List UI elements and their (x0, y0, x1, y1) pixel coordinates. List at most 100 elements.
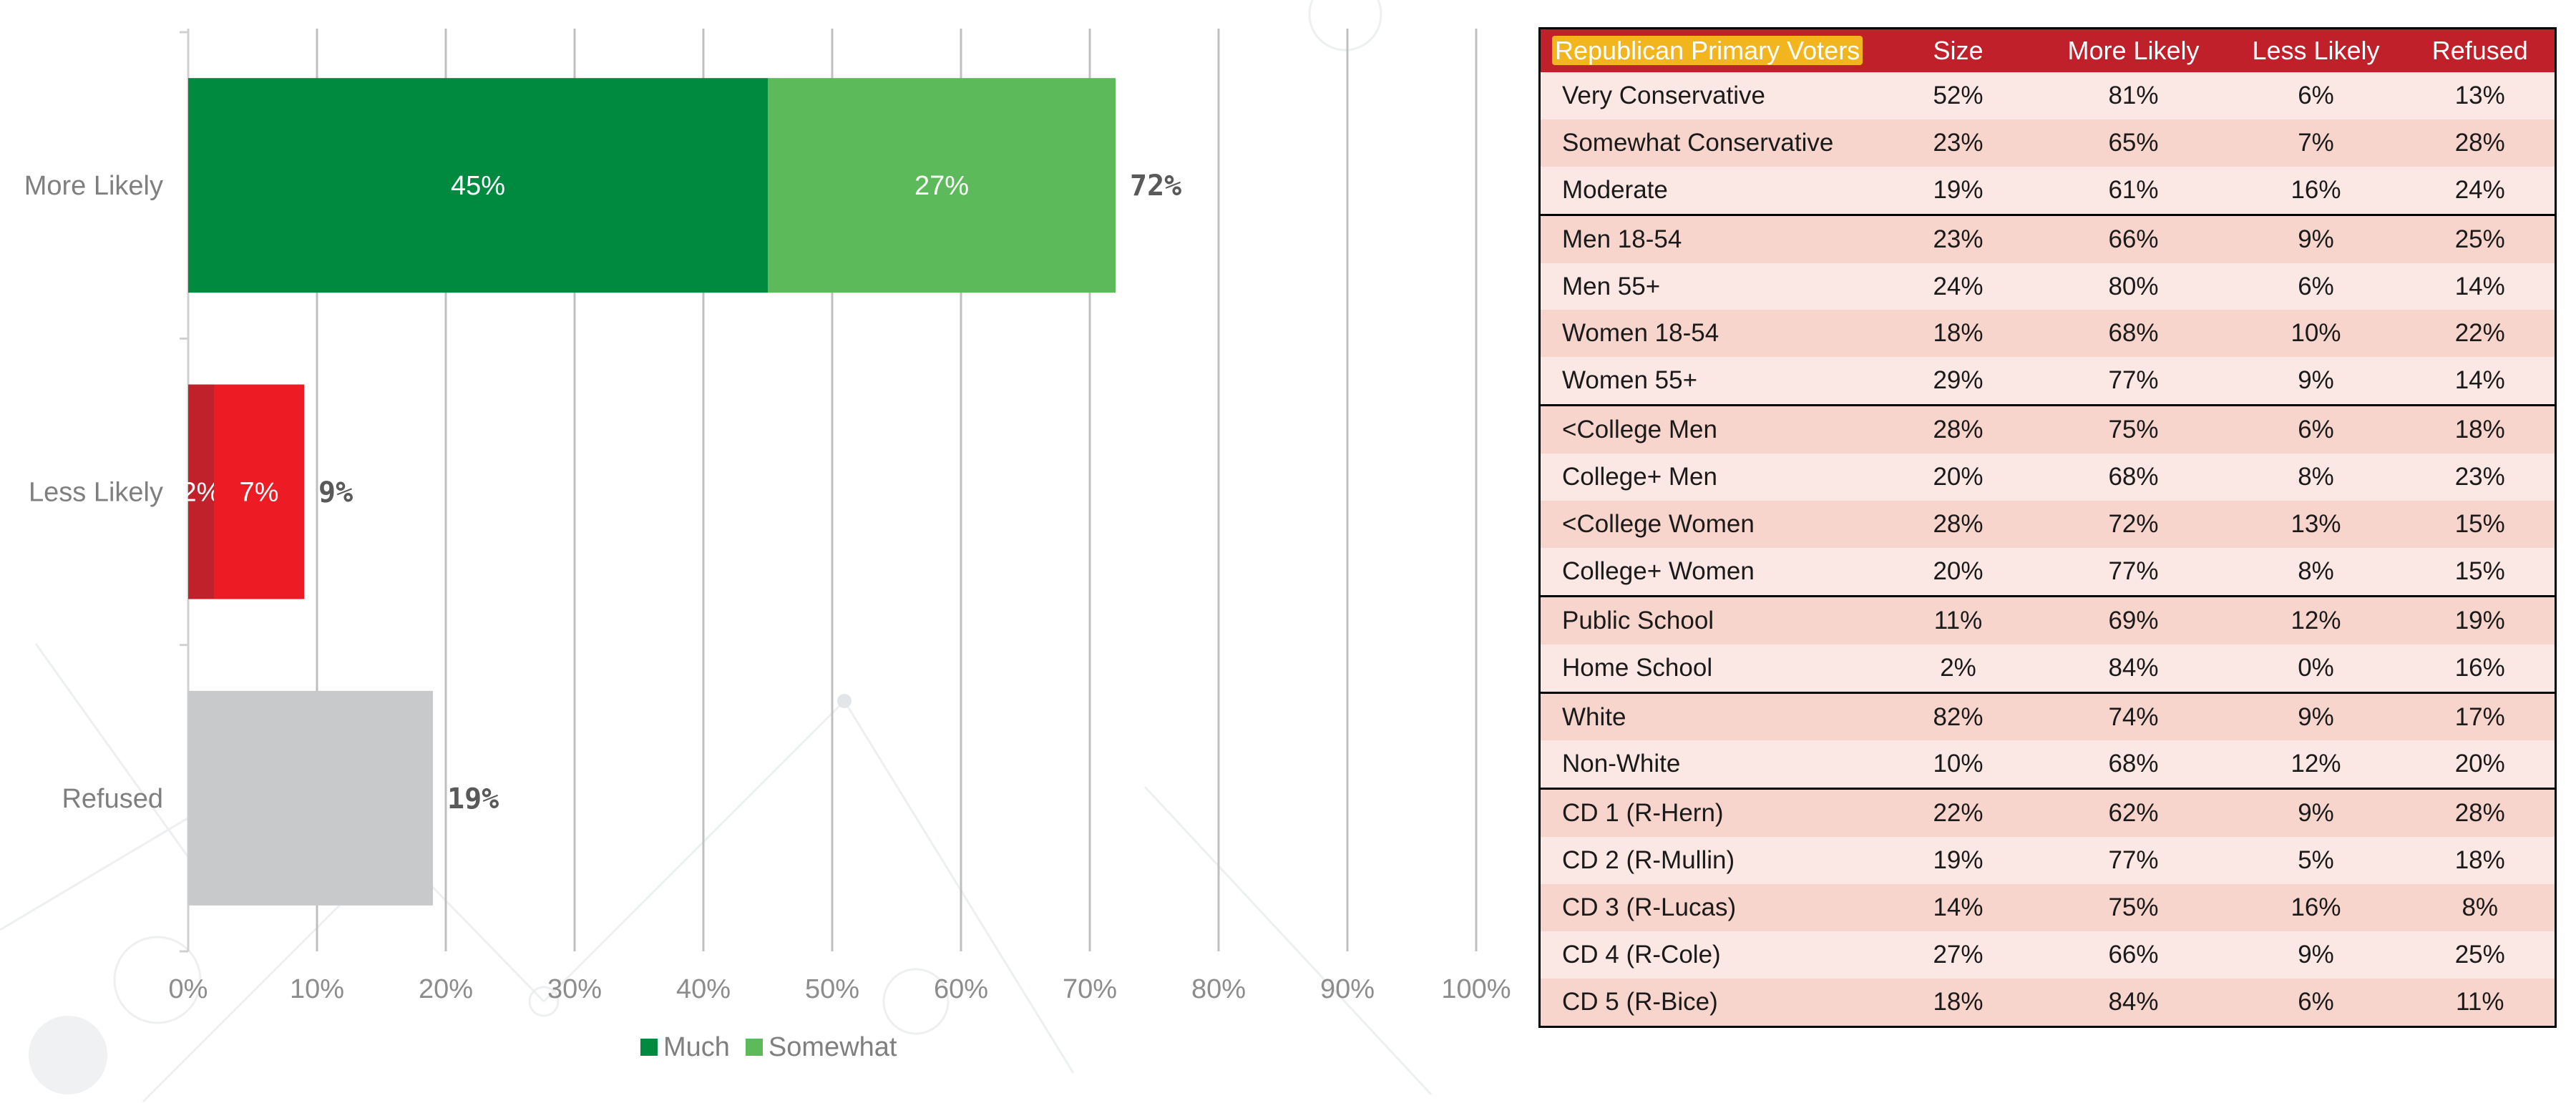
bar-segment (188, 690, 433, 906)
table-row: CD 1 (R-Hern) 22% 62% 9% 28% (1539, 788, 2556, 838)
cell-segment: College+ Men (1539, 454, 1876, 501)
x-tick-label: 0% (169, 974, 208, 1004)
x-tick-label: 70% (1063, 974, 1117, 1004)
cell-refused: 25% (2405, 931, 2556, 979)
category-label: Refused (62, 784, 163, 814)
cell-segment: Home School (1539, 644, 1876, 693)
cell-segment: <College Men (1539, 404, 1876, 454)
legend-swatch-much (640, 1039, 658, 1056)
x-tick-label: 20% (419, 974, 473, 1004)
x-tick-label: 90% (1320, 974, 1375, 1004)
table-row: College+ Women 20% 77% 8% 15% (1539, 547, 2556, 597)
cell-more-likely: 77% (2040, 837, 2227, 885)
cell-size: 18% (1875, 978, 2041, 1027)
cell-segment: CD 2 (R-Mullin) (1539, 837, 1876, 885)
header-segment-label: Republican Primary Voters (1552, 36, 1863, 65)
bar-data-label: 45% (451, 171, 505, 201)
cell-refused: 25% (2405, 213, 2556, 263)
legend-label-somewhat: Somewhat (768, 1031, 897, 1062)
bar-total-label: 19% (447, 783, 499, 815)
bar-total-label: 72% (1130, 170, 1181, 202)
cell-size: 10% (1875, 740, 2041, 789)
cell-refused: 18% (2405, 837, 2556, 885)
cell-more-likely: 80% (2040, 263, 2227, 310)
cell-size: 19% (1875, 166, 2041, 215)
cell-less-likely: 7% (2226, 119, 2406, 167)
cell-segment: CD 1 (R-Hern) (1539, 788, 1876, 838)
cell-size: 23% (1875, 213, 2041, 263)
cell-size: 18% (1875, 310, 2041, 358)
cell-more-likely: 66% (2040, 931, 2227, 979)
table-row: <College Men 28% 75% 6% 18% (1539, 404, 2556, 454)
crosstab-table-container: Republican Primary Voters Size More Like… (1538, 27, 2557, 1028)
legend-swatch-somewhat (745, 1039, 763, 1056)
cell-less-likely: 16% (2226, 166, 2406, 215)
cell-size: 22% (1875, 788, 2041, 838)
header-refused: Refused (2405, 28, 2556, 72)
cell-refused: 14% (2405, 357, 2556, 406)
cell-segment: Men 18-54 (1539, 213, 1876, 263)
legend-item-somewhat: Somewhat (745, 1031, 897, 1063)
cell-size: 82% (1875, 691, 2041, 741)
cell-more-likely: 68% (2040, 740, 2227, 789)
cell-segment: Men 55+ (1539, 263, 1876, 310)
cell-refused: 22% (2405, 310, 2556, 358)
cell-size: 14% (1875, 884, 2041, 932)
cell-less-likely: 9% (2226, 931, 2406, 979)
x-tick-label: 50% (805, 974, 859, 1004)
table-row: Women 55+ 29% 77% 9% 14% (1539, 357, 2556, 406)
table-header-row: Republican Primary Voters Size More Like… (1539, 28, 2556, 72)
cell-less-likely: 12% (2226, 594, 2406, 644)
table-row: CD 4 (R-Cole) 27% 66% 9% 25% (1539, 931, 2556, 979)
cell-less-likely: 9% (2226, 357, 2406, 406)
bar-total-label: 9% (318, 476, 353, 509)
cell-size: 29% (1875, 357, 2041, 406)
cell-more-likely: 61% (2040, 166, 2227, 215)
cell-segment: Women 55+ (1539, 357, 1876, 406)
cell-segment: CD 4 (R-Cole) (1539, 931, 1876, 979)
category-label: More Likely (24, 171, 163, 201)
cell-less-likely: 13% (2226, 501, 2406, 548)
table-row: Very Conservative 52% 81% 6% 13% (1539, 72, 2556, 119)
cell-segment: <College Women (1539, 501, 1876, 548)
table-row: <College Women 28% 72% 13% 15% (1539, 501, 2556, 548)
cell-more-likely: 72% (2040, 501, 2227, 548)
cell-less-likely: 6% (2226, 404, 2406, 454)
cell-less-likely: 12% (2226, 740, 2406, 789)
cell-size: 11% (1875, 594, 2041, 644)
cell-segment: CD 5 (R-Bice) (1539, 978, 1876, 1027)
cell-refused: 15% (2405, 501, 2556, 548)
cell-more-likely: 81% (2040, 72, 2227, 119)
chart-legend: Much Somewhat (640, 1030, 912, 1064)
x-tick-label: 60% (934, 974, 988, 1004)
cell-more-likely: 75% (2040, 884, 2227, 932)
cell-size: 27% (1875, 931, 2041, 979)
cell-segment: Moderate (1539, 166, 1876, 215)
cell-size: 20% (1875, 547, 2041, 597)
table-body: Very Conservative 52% 81% 6% 13% Somewhat Con… (1539, 72, 2556, 1027)
cell-less-likely: 9% (2226, 788, 2406, 838)
cell-size: 24% (1875, 263, 2041, 310)
bar-segment (768, 78, 1116, 293)
cell-refused: 13% (2405, 72, 2556, 119)
table-row: White 82% 74% 9% 17% (1539, 691, 2556, 741)
legend-label-much: Much (663, 1031, 730, 1062)
cell-segment: Very Conservative (1539, 72, 1876, 119)
bar-segment (188, 78, 768, 293)
legend-item-much: Much (640, 1032, 730, 1063)
cell-refused: 11% (2405, 978, 2556, 1027)
cell-size: 52% (1875, 72, 2041, 119)
cell-less-likely: 6% (2226, 263, 2406, 310)
table-row: Public School 11% 69% 12% 19% (1539, 594, 2556, 644)
cell-more-likely: 62% (2040, 788, 2227, 838)
table-row: Somewhat Conservative 23% 65% 7% 28% (1539, 119, 2556, 167)
cell-segment: Public School (1539, 594, 1876, 644)
cell-more-likely: 69% (2040, 594, 2227, 644)
cell-refused: 23% (2405, 454, 2556, 501)
cell-more-likely: 75% (2040, 404, 2227, 454)
bar-segment (188, 384, 214, 599)
header-size: Size (1875, 28, 2041, 72)
cell-less-likely: 10% (2226, 310, 2406, 358)
cell-less-likely: 6% (2226, 72, 2406, 119)
